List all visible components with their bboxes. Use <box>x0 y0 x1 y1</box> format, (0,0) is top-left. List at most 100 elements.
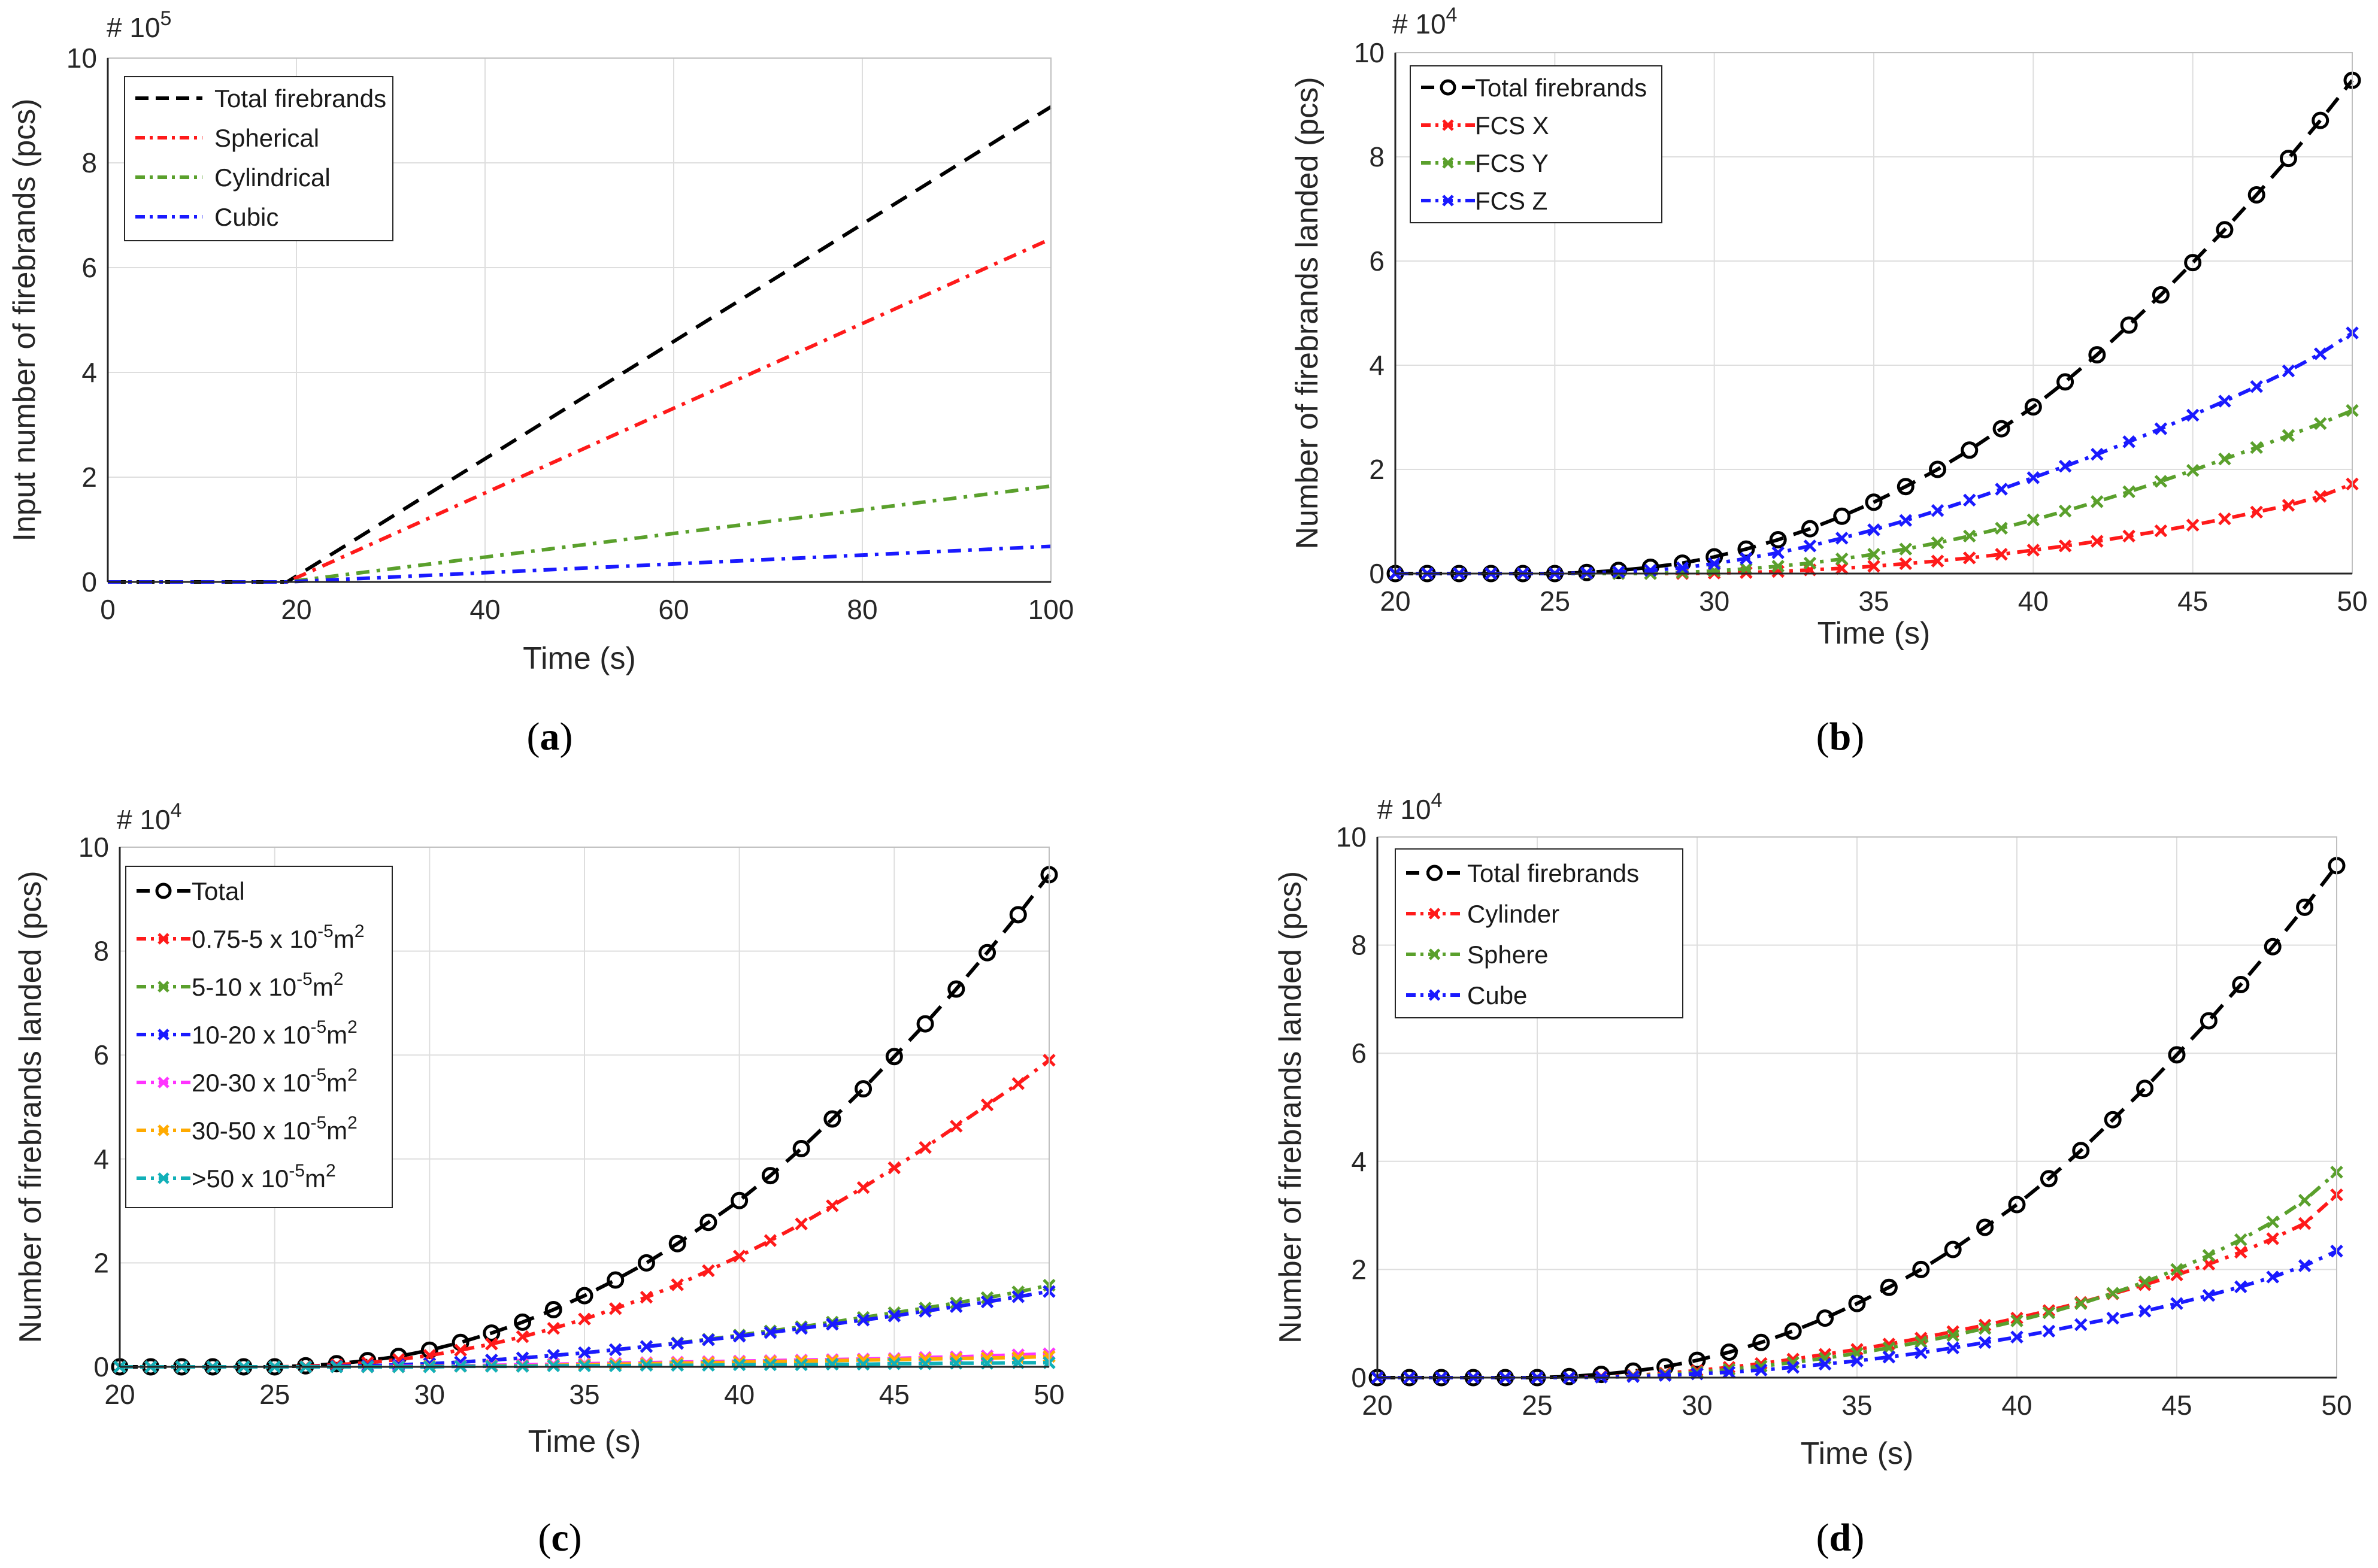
data-point <box>2266 1270 2279 1284</box>
legend-label-exponent: -5 <box>296 969 313 989</box>
data-point <box>2200 1012 2218 1030</box>
legend-label: FCS Z <box>1475 187 1547 215</box>
data-point <box>856 1181 870 1194</box>
legend-item-1: Cylinder <box>1406 900 1559 928</box>
data-point <box>1992 420 2010 438</box>
axis-exponent-power: 5 <box>160 7 172 30</box>
data-point <box>2026 513 2040 527</box>
y-tick-label: 0 <box>93 1351 109 1382</box>
legend-label-exponent: -5 <box>317 921 334 941</box>
data-point <box>947 980 965 998</box>
data-point <box>826 1318 839 1331</box>
data-point <box>668 1235 686 1252</box>
data-point <box>2074 1318 2088 1332</box>
data-point <box>514 1313 532 1331</box>
data-point <box>761 1167 779 1185</box>
data-point <box>1592 1366 1610 1384</box>
data-point <box>795 1358 808 1372</box>
legend-box <box>1395 848 1683 1018</box>
y-tick-label: 10 <box>1354 37 1385 68</box>
data-point <box>2264 938 2282 956</box>
legend-label-name: Cubic <box>214 203 278 231</box>
data-point <box>1978 1336 1992 1349</box>
legend-item-0: Total firebrands <box>1421 74 1647 102</box>
legend-marker <box>157 1076 169 1088</box>
legend-label: 10-20 x 10-5m2 <box>192 1017 358 1049</box>
data-point <box>2122 485 2135 499</box>
data-point <box>575 1287 593 1305</box>
y-tick-label: 4 <box>1369 350 1385 381</box>
data-point <box>950 1300 963 1314</box>
data-point <box>1867 523 1880 536</box>
data-point <box>2058 504 2072 518</box>
y-tick-label: 0 <box>81 566 97 598</box>
data-point <box>1946 1341 1959 1355</box>
legend-marker <box>157 1029 169 1041</box>
legend-label-name: 0.75-5 x 10 <box>192 925 317 953</box>
y-tick-label: 6 <box>81 252 97 283</box>
data-point <box>1835 532 1849 545</box>
panel-label-letter: c <box>551 1516 568 1560</box>
axis-exponent-power: 4 <box>1431 789 1443 812</box>
data-point <box>2184 254 2202 272</box>
legend-marker <box>1428 989 1441 1001</box>
legend-label: FCS X <box>1475 111 1549 139</box>
data-point <box>2008 1196 2026 1214</box>
legend-marker <box>1440 79 1456 96</box>
legend-item-3: Cubic <box>135 203 278 231</box>
legend-label-unit-exponent: 2 <box>347 1017 358 1037</box>
data-point <box>2186 408 2200 422</box>
data-point <box>2138 1305 2152 1318</box>
data-point <box>2218 395 2231 408</box>
legend-marker <box>1442 119 1454 131</box>
legend-label-name: Cylinder <box>1467 900 1559 928</box>
data-point <box>2250 441 2263 454</box>
data-point <box>795 1322 808 1335</box>
data-point <box>640 1290 653 1304</box>
data-point <box>1801 520 1819 538</box>
legend-label-unit: m <box>313 973 334 1001</box>
data-point <box>1963 551 1976 565</box>
legend-item-2: Sphere <box>1406 941 1548 969</box>
data-point <box>2312 111 2329 129</box>
legend-marker <box>1428 948 1441 960</box>
legend-label-name: Sphere <box>1467 941 1548 969</box>
data-point <box>1769 530 1787 548</box>
y-tick-label: 8 <box>81 147 97 178</box>
x-tick-label: 100 <box>1028 594 1074 625</box>
data-point <box>2088 346 2106 364</box>
data-point <box>2234 1280 2247 1294</box>
legend-item-3: 10-20 x 10-5m2 <box>137 1017 358 1049</box>
data-point <box>2298 1217 2312 1230</box>
data-point <box>1009 906 1027 924</box>
y-tick-label: 2 <box>93 1247 109 1278</box>
data-point <box>1803 539 1817 553</box>
x-tick-label: 20 <box>1362 1390 1392 1421</box>
data-point <box>2202 1249 2216 1262</box>
chart-panel-a: 0 20 40 60 80 100 0 2 4 6 8 10 # 105 Time (s) Input nu… <box>7 7 1074 759</box>
axis-exponent-power: 4 <box>1446 4 1458 26</box>
data-point <box>640 1340 653 1353</box>
data-point <box>916 1015 934 1033</box>
y-axis-label: Number of firebrands landed (pcs) <box>13 871 48 1343</box>
data-point <box>919 1141 932 1154</box>
data-point <box>1882 1350 1896 1364</box>
y-axis-label: Number of firebrands landed (pcs) <box>1290 77 1325 549</box>
legend-label: FCS Y <box>1475 149 1549 177</box>
data-point <box>1946 1329 1959 1342</box>
x-tick-label: 35 <box>1841 1390 1872 1421</box>
data-point <box>855 1080 873 1098</box>
legend-label: Total firebrands <box>1475 74 1647 102</box>
data-point <box>2218 452 2231 466</box>
legend-label-name: Spherical <box>214 124 319 152</box>
data-point <box>578 1346 591 1360</box>
legend-label: Total <box>192 877 245 905</box>
data-point <box>856 1357 870 1371</box>
data-point <box>608 1343 622 1357</box>
data-point <box>547 1322 561 1335</box>
data-point <box>2218 512 2231 526</box>
data-point <box>2154 422 2168 435</box>
data-point <box>2026 471 2040 484</box>
data-point <box>764 1326 777 1339</box>
data-point <box>578 1359 591 1373</box>
